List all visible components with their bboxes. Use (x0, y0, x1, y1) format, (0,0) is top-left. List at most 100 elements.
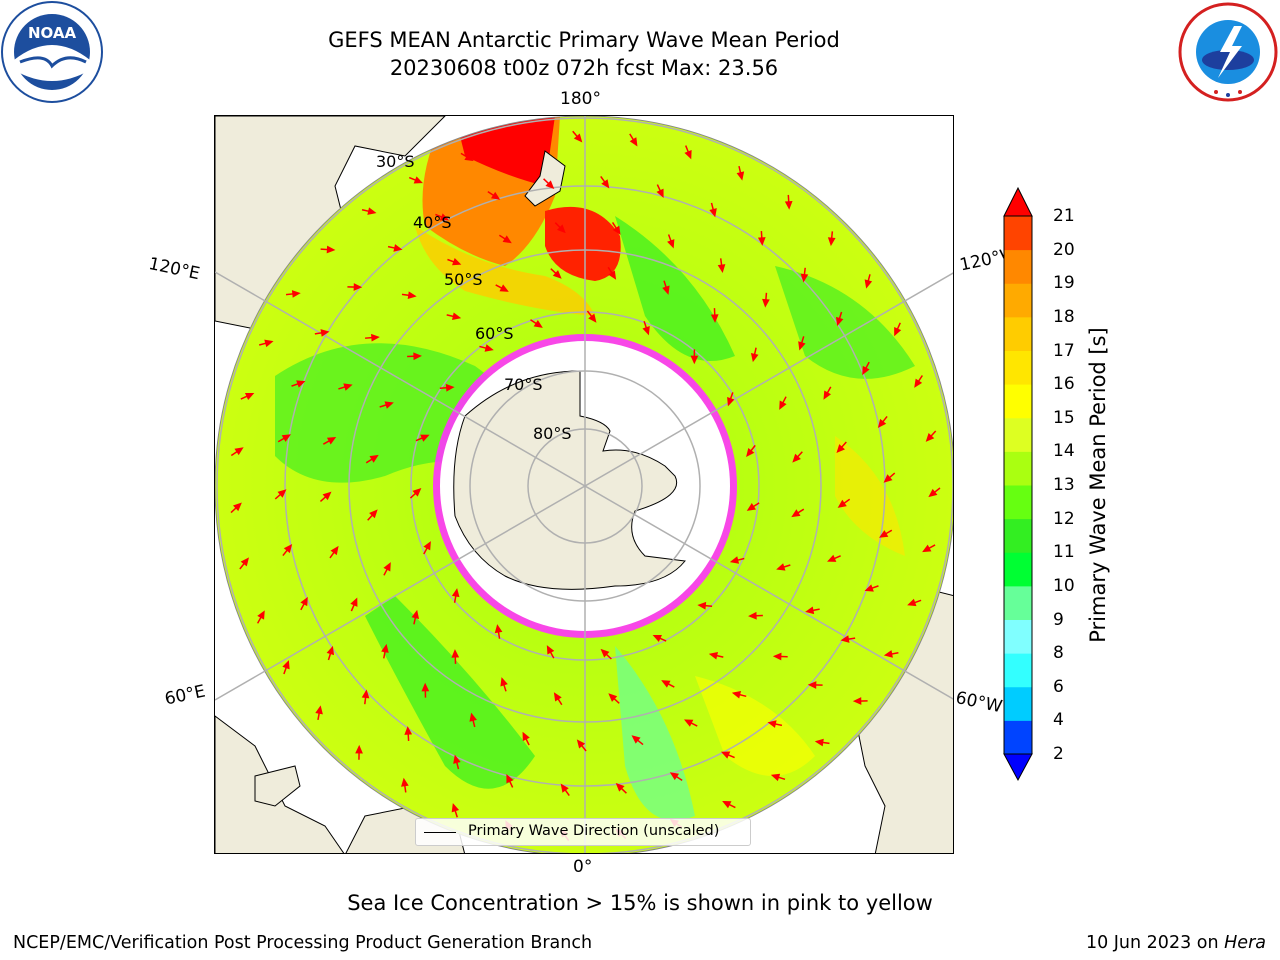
lon-label-60e: 60°E (163, 681, 208, 710)
wave-arrow-head (823, 390, 832, 400)
colorbar-segment (1004, 518, 1032, 553)
wave-arrow-head (784, 201, 793, 210)
wave-arrow-head (600, 648, 610, 658)
footer-machine: Hera (1224, 933, 1266, 953)
wave-arrow-head (413, 352, 422, 361)
wave-arrow-head (296, 380, 306, 388)
wave-arrow-head (490, 191, 501, 200)
colorbar-under-triangle (1003, 753, 1033, 782)
colorbar-over-triangle (1003, 186, 1033, 217)
colorbar-segment (1004, 485, 1032, 520)
wave-arrow-head (300, 596, 308, 607)
wave-arrow-head (767, 720, 777, 728)
wave-arrow-head (608, 270, 617, 280)
wave-arrow-head (369, 454, 379, 463)
noaa-logo-icon: NOAA (0, 0, 104, 108)
wave-arrow-head (805, 606, 815, 615)
noaa-logo-text: NOAA (28, 24, 77, 42)
colorbar-segment (1004, 316, 1032, 351)
wave-arrow-head (451, 649, 460, 658)
colorbar-tick-label: 21 (1053, 206, 1075, 226)
wave-arrow-head (384, 401, 394, 409)
lat-label-50s: 50°S (444, 270, 483, 289)
wave-arrow-head (684, 149, 692, 160)
wave-arrow-head (381, 643, 389, 653)
wave-arrow-head (798, 341, 806, 351)
wave-arrow-head (494, 624, 503, 634)
wave-arrow-head (914, 378, 923, 388)
wave-arrow-head (545, 180, 555, 190)
footer-date-text: 10 Jun 2023 on (1085, 933, 1225, 953)
wave-arrow-head (533, 319, 543, 328)
map-title: GEFS MEAN Antarctic Primary Wave Mean Pe… (328, 28, 840, 52)
colorbar-tick-label: 16 (1053, 374, 1075, 395)
wave-arrow-head (412, 488, 422, 497)
colorbar-tick-label: 14 (1053, 441, 1075, 462)
wave-arrow-head (708, 651, 718, 660)
wave-arrow-head (894, 326, 902, 337)
lat-label-60s: 60°S (475, 324, 514, 343)
wave-arrow-head (837, 499, 847, 508)
wave-arrow-head (393, 244, 403, 252)
wave-arrow-head (233, 502, 242, 512)
wave-arrow-head (330, 545, 339, 556)
wave-arrow-head (404, 726, 413, 735)
wave-arrow-head (608, 693, 618, 702)
wave-arrow-head (576, 739, 586, 749)
lat-label-80s: 80°S (533, 424, 572, 443)
colorbar-tick-label: 2 (1053, 744, 1064, 764)
wave-arrow-head (257, 610, 265, 620)
lat-label-40s: 40°S (413, 213, 452, 232)
wave-arrow-head (807, 681, 817, 689)
wave-arrow-head (452, 312, 462, 321)
lon-label-180: 180° (560, 89, 601, 109)
wave-arrow-head (445, 383, 455, 392)
wave-arrow-head (642, 326, 650, 336)
new-zealand-land (524, 150, 566, 207)
sea-ice-note: Sea Ice Concentration > 15% is shown in … (347, 891, 933, 915)
wave-arrow-head (629, 137, 638, 147)
wave-arrow-head (720, 751, 731, 759)
colorbar-tick-label: 8 (1053, 643, 1064, 664)
wave-arrow-head (291, 290, 301, 298)
wave-arrow-head (500, 677, 508, 687)
wave-arrow-head (667, 239, 675, 249)
wave-arrow-head (690, 355, 699, 365)
map-legend: Primary Wave Direction (unscaled) (415, 818, 751, 846)
colorbar-segment (1004, 451, 1032, 486)
wave-arrow-head (367, 207, 377, 215)
wave-arrow-head (922, 544, 932, 553)
wave-arrow-head (601, 179, 610, 189)
colorbar-tick-label: 15 (1053, 407, 1075, 428)
colorbar-segment (1004, 350, 1032, 385)
wave-arrow-head (506, 774, 514, 784)
colorbar-tick-label: 11 (1053, 542, 1075, 563)
polar-map (215, 116, 953, 853)
madagascar-land (254, 765, 301, 807)
colorbar-segment (1004, 384, 1032, 419)
wave-arrow-head (244, 392, 255, 401)
wave-arrow-head (355, 744, 363, 754)
wave-arrow-head (750, 353, 759, 363)
wave-arrow-head (326, 436, 337, 445)
wave-arrow-head (710, 314, 719, 323)
wave-arrow-head (401, 777, 409, 787)
wave-arrow-head (553, 692, 562, 702)
antarctica-land (453, 370, 686, 590)
wave-arrow-head (827, 554, 837, 562)
colorbar-tick-label: 6 (1053, 676, 1064, 697)
graticule (215, 116, 953, 853)
wave-arrow-head (518, 138, 528, 148)
wave-arrow-head (852, 697, 862, 705)
colorbar-label: Primary Wave Mean Period [s] (1086, 327, 1110, 643)
wave-arrow-head (612, 225, 621, 235)
wave-arrow-head (369, 509, 378, 519)
wave-arrow-head (631, 735, 641, 744)
colorbar-tick-label: 20 (1053, 239, 1075, 260)
wave-arrow-head (453, 754, 461, 764)
wave-arrow-head (827, 237, 836, 247)
legend-label: Primary Wave Direction (unscaled) (468, 823, 720, 839)
wave-arrow-head (836, 444, 845, 454)
wave-arrow-head (556, 224, 566, 234)
wave-arrow-head (709, 208, 717, 218)
